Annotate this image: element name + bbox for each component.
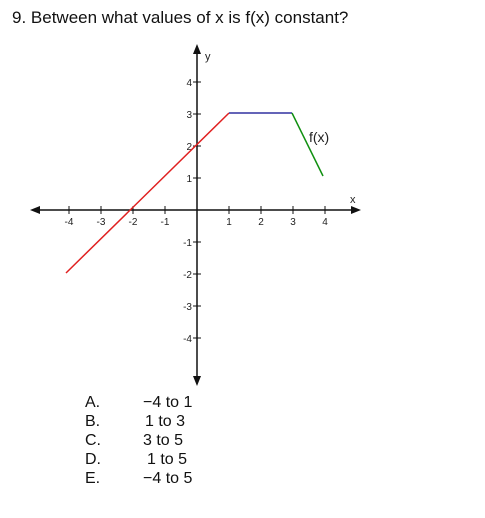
rising-segment [65,112,230,274]
y-tick-label: -3 [183,302,192,313]
y-axis-down-arrow [193,376,201,386]
choice-text: 1 to 3 [145,413,186,430]
y-tick-label: -4 [183,334,192,345]
y-axis-up-arrow [193,44,201,54]
y-tick-label: 2 [186,142,192,153]
x-tick-label: -2 [129,217,138,228]
x-tick-label: 1 [226,217,232,228]
function-label: f(x) [309,129,329,145]
y-tick-label: 1 [186,174,192,185]
coordinate-graph: -4 -3 -2 -1 1 2 3 4 4 3 2 1 -1 -2 -3 -4 x y f(x) [30,44,361,386]
choice-letter: C. [85,432,101,449]
falling-segment [291,112,324,177]
choice-text: 3 to 5 [143,432,184,449]
x-tick-label: 4 [322,217,328,228]
x-axis-name: x [350,194,356,206]
x-axis-left-arrow [30,206,40,214]
question-text: 9. Between what values of x is f(x) cons… [12,8,349,27]
choice-text: −4 to 1 [143,394,193,411]
x-tick-label: 2 [258,217,264,228]
y-tick-label: -2 [183,270,192,281]
x-tick-label: 3 [290,217,296,228]
choice-letter: E. [85,470,101,487]
x-tick-label: -1 [161,217,170,228]
x-tick-label: -4 [65,217,74,228]
x-axis-right-arrow [351,206,361,214]
y-tick-label: 3 [186,110,192,121]
x-tick-label: -3 [97,217,106,228]
y-axis-name: y [205,51,211,63]
y-tick-label: 4 [186,78,192,89]
y-tick-label: -1 [183,238,192,249]
choice-text: 1 to 5 [147,451,188,468]
choice-letter: A. [85,394,101,411]
choice-letter: D. [85,451,101,468]
choice-letter: B. [85,413,101,430]
choice-text: −4 to 5 [143,470,193,487]
